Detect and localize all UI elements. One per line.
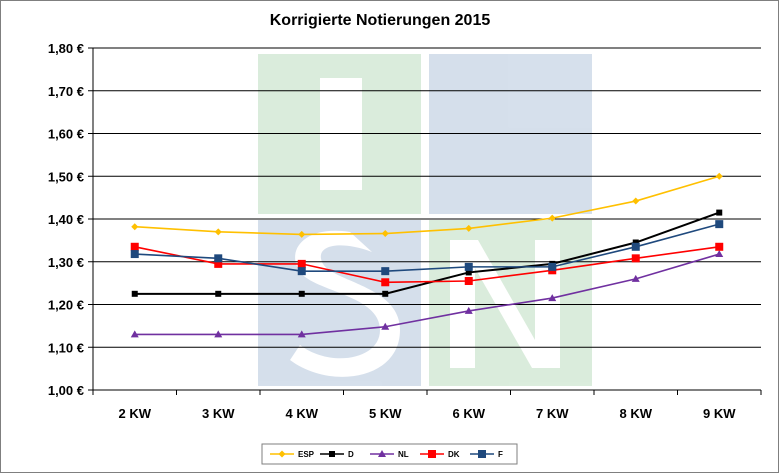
x-tick-label: 7 KW: [536, 406, 569, 421]
legend-marker-dk: [428, 450, 436, 458]
y-tick-label: 1,20 €: [48, 298, 84, 313]
y-tick-label: 1,00 €: [48, 383, 84, 398]
x-tick-label: 9 KW: [703, 406, 736, 421]
data-point-dk: [381, 278, 390, 287]
data-point-nl: [297, 330, 306, 338]
data-point-esp: [715, 172, 723, 180]
data-point-d: [382, 290, 389, 297]
data-point-esp: [298, 230, 306, 238]
data-point-esp: [632, 197, 640, 205]
data-point-nl: [715, 250, 724, 258]
series-line-f: [134, 223, 720, 272]
y-tick-label: 1,80 €: [48, 41, 84, 56]
x-tick-label: 2 KW: [119, 406, 152, 421]
data-point-f: [548, 262, 557, 271]
series-line-esp: [134, 175, 720, 236]
x-tick-label: 3 KW: [202, 406, 235, 421]
data-point-dk: [214, 259, 223, 268]
data-point-dk: [130, 242, 139, 251]
series-f: [130, 220, 724, 276]
data-point-dk: [715, 242, 724, 251]
data-point-nl: [214, 330, 223, 338]
isn-watermark-logo: [258, 54, 592, 386]
data-point-esp: [131, 223, 139, 231]
y-tick-label: 1,60 €: [48, 127, 84, 142]
legend-label-esp: ESP: [298, 450, 315, 459]
data-point-d: [131, 290, 138, 297]
data-point-f: [631, 242, 640, 251]
data-point-esp: [548, 214, 556, 222]
chart-title: Korrigierte Notierungen 2015: [270, 12, 491, 29]
series-line-d: [134, 211, 720, 295]
series-dk: [130, 242, 724, 287]
data-point-f: [381, 267, 390, 276]
data-point-d: [632, 239, 639, 246]
series-d: [131, 209, 723, 297]
data-point-dk: [464, 276, 473, 285]
data-point-nl: [130, 330, 139, 338]
y-tick-label: 1,70 €: [48, 84, 84, 99]
x-tick-label: 4 KW: [286, 406, 319, 421]
legend: ESP D NL DK F: [261, 443, 518, 465]
y-tick-label: 1,50 €: [48, 169, 84, 184]
x-tick-label: 5 KW: [369, 406, 402, 421]
data-point-esp: [214, 228, 222, 236]
series-layer: [130, 172, 724, 338]
data-point-nl: [548, 294, 557, 302]
legend-label-d: D: [348, 450, 354, 459]
data-point-dk: [631, 254, 640, 263]
legend-marker-d: [329, 451, 335, 457]
series-line-dk: [134, 245, 720, 284]
series-line-nl: [134, 253, 720, 336]
gridlines: [93, 47, 761, 391]
legend-marker-esp: [278, 450, 286, 458]
x-axis: 2 KW 3 KW 4 KW 5 KW 6 KW 7 KW 8 KW 9 KW: [92, 389, 762, 421]
data-point-esp: [381, 230, 389, 238]
series-esp: [131, 172, 723, 238]
data-point-nl: [631, 274, 640, 282]
data-point-f: [464, 262, 473, 271]
x-tick-label: 6 KW: [453, 406, 486, 421]
y-tick-label: 1,30 €: [48, 255, 84, 270]
series-nl: [130, 250, 724, 338]
plot-area: 1,00 € 1,10 € 1,20 € 1,30 € 1,40 € 1,50 € 1,60…: [48, 41, 762, 421]
data-point-d: [465, 269, 472, 276]
x-tick-label: 8 KW: [620, 406, 653, 421]
data-point-f: [297, 267, 306, 276]
data-point-f: [214, 254, 223, 263]
data-point-esp: [465, 224, 473, 232]
data-point-d: [298, 290, 305, 297]
y-tick-label: 1,10 €: [48, 340, 84, 355]
data-point-nl: [381, 322, 390, 330]
legend-marker-f: [478, 450, 486, 458]
data-point-f: [715, 220, 724, 229]
legend-label-dk: DK: [448, 450, 460, 459]
legend-label-f: F: [498, 450, 503, 459]
y-tick-label: 1,40 €: [48, 212, 84, 227]
data-point-dk: [297, 259, 306, 268]
data-point-d: [215, 290, 222, 297]
data-point-f: [130, 250, 139, 259]
data-point-d: [716, 209, 723, 216]
legend-marker-nl: [378, 450, 386, 457]
legend-label-nl: NL: [398, 450, 409, 459]
data-point-nl: [464, 306, 473, 314]
y-axis: 1,00 € 1,10 € 1,20 € 1,30 € 1,40 € 1,50 € 1,60…: [48, 41, 94, 398]
